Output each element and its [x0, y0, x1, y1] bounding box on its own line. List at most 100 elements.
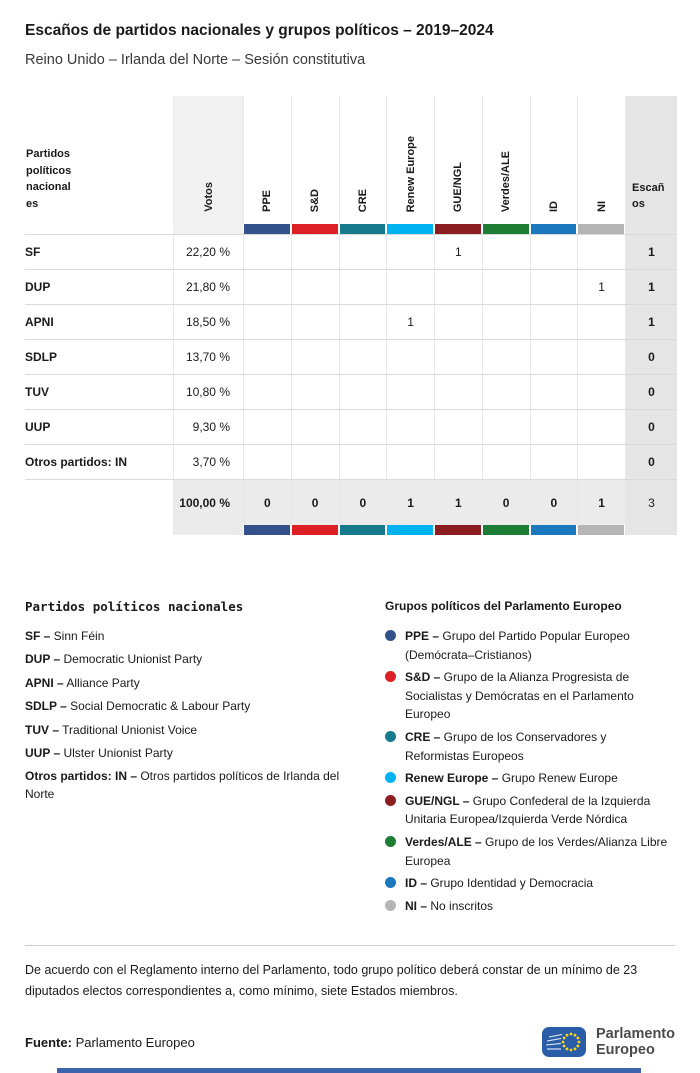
votes-column-header: Votos: [173, 96, 243, 224]
id-legend-dot: [385, 877, 396, 889]
ep-logo-icon: [542, 1027, 587, 1058]
group-legend-item: PPE – Grupo del Partido Popular Europeo …: [385, 627, 675, 664]
group-seat-cell-ppe: [243, 375, 291, 409]
cre-legend-dot: [385, 730, 396, 742]
group-legend-abbr: CRE –: [405, 729, 441, 744]
group-seat-cell-cre: [338, 375, 387, 409]
total-group-cell-sd: 0: [290, 480, 339, 525]
source-value: Parlamento Europeo: [75, 1034, 195, 1050]
group-seat-cell-ni: [577, 410, 625, 444]
seats-cell: 1: [625, 235, 677, 269]
party-legend-item: APNI – Alliance Party: [25, 675, 140, 690]
party-legend-item: Otros partidos: IN – Otros partidos polí…: [25, 769, 340, 801]
ep-logo: Parlamento Europeo: [542, 1026, 675, 1059]
group-seat-cell-cre: [338, 235, 387, 269]
group-column-header-cre: CRE: [338, 96, 387, 224]
group-header-label-ni: NI: [595, 201, 608, 212]
group-seat-cell-id: [529, 235, 578, 269]
group-column-header-verdesale: Verdes/ALE: [481, 96, 530, 224]
group-seat-cell-cre: [338, 305, 387, 339]
group-column-header-ni: NI: [577, 96, 625, 224]
votes-cell: 9,30 %: [173, 410, 243, 444]
bars-seats-spacer: [625, 224, 677, 234]
total-seats-cell: 3: [625, 480, 677, 525]
party-legend-abbr: TUV –: [25, 722, 60, 737]
table-row: SF 22,20 % 1 1: [25, 234, 677, 269]
group-legend-abbr: GUE/NGL –: [405, 793, 470, 808]
group-seat-cell-guengl: [434, 270, 482, 304]
table-row: DUP 21,80 % 1 1: [25, 269, 677, 304]
votes-cell: 18,50 %: [173, 305, 243, 339]
group-seat-cell-cre: [338, 340, 387, 374]
party-header-label: Partidos políticos nacionales: [26, 148, 72, 210]
group-seat-cell-ppe: [243, 270, 291, 304]
group-seat-cell-sd: [290, 305, 339, 339]
political-groups-legend: Grupos políticos del Parlamento Europeo …: [385, 599, 675, 919]
party-legend-item: DUP – Democratic Unionist Party: [25, 652, 203, 667]
group-seat-cell-guengl: [434, 305, 482, 339]
group-column-header-guengl: GUE/NGL: [434, 96, 482, 224]
group-seat-cell-ppe: [243, 235, 291, 269]
ep-logo-line1: Parlamento: [596, 1025, 675, 1042]
id-color-bar: [530, 525, 577, 535]
groups-legend-list: PPE – Grupo del Partido Popular Europeo …: [385, 627, 675, 915]
bars-cell-ni: [577, 224, 625, 234]
group-legend-text: S&D – Grupo de la Alianza Progresista de…: [405, 670, 634, 722]
source-label: Fuente:: [25, 1034, 72, 1050]
votes-cell: 10,80 %: [173, 375, 243, 409]
votes-cell: 13,70 %: [173, 340, 243, 374]
seats-cell: 1: [625, 305, 677, 339]
group-seat-cell-guengl: [434, 445, 482, 479]
group-header-label-sd: S&D: [309, 188, 322, 212]
group-seat-cell-sd: [290, 445, 339, 479]
bars-cell-verdesale: [482, 224, 530, 234]
group-seat-cell-verdesale: [481, 445, 530, 479]
group-seat-cell-renew: [386, 235, 434, 269]
group-seat-cell-ni: [577, 445, 625, 479]
source: Fuente: Parlamento Europeo: [25, 1035, 195, 1050]
bottom-accent-bar: [57, 1068, 641, 1073]
party-name-cell: DUP: [25, 280, 51, 294]
group-legend-abbr: ID –: [405, 876, 428, 891]
group-seat-cell-renew: [386, 410, 434, 444]
party-name-cell: SF: [25, 245, 41, 259]
page-title: Escaños de partidos nacionales y grupos …: [25, 22, 494, 39]
group-column-header-renew: Renew Europe: [386, 96, 434, 224]
verdesale-color-bar: [482, 525, 529, 535]
bars-cell-sd: [291, 525, 339, 535]
group-seat-cell-ni: [577, 235, 625, 269]
groups-legend-title: Grupos políticos del Parlamento Europeo: [385, 599, 622, 613]
votes-cell: 22,20 %: [173, 235, 243, 269]
group-seat-cell-id: [529, 445, 578, 479]
sd-legend-dot: [385, 671, 396, 683]
party-legend-abbr: SF –: [25, 629, 51, 643]
table-row: SDLP 13,70 % 0: [25, 339, 677, 374]
group-seat-cell-cre: [338, 270, 387, 304]
guengl-color-bar: [435, 525, 481, 535]
parties-legend-list: SF – Sinn Féin DUP – Democratic Unionist …: [25, 628, 385, 803]
group-seat-cell-sd: [290, 410, 339, 444]
party-legend-item: SDLP – Social Democratic & Labour Party: [25, 699, 251, 714]
group-seat-cell-guengl: [434, 375, 482, 409]
bars-cell-ppe: [243, 525, 291, 535]
group-legend-item: ID – Grupo Identidad y Democracia: [385, 874, 675, 893]
party-legend-abbr: Otros partidos: IN –: [25, 769, 138, 784]
bars-party-spacer: [25, 224, 173, 234]
seats-header-label: Escaños: [632, 182, 665, 210]
bars-votes-spacer: [173, 525, 243, 535]
party-legend-item: UUP – Ulster Unionist Party: [25, 745, 173, 760]
group-legend-abbr: S&D –: [405, 670, 441, 685]
group-seat-cell-id: [529, 375, 578, 409]
group-legend-abbr: Verdes/ALE –: [405, 834, 482, 849]
seats-cell: 0: [625, 445, 677, 479]
party-legend-abbr: SDLP –: [25, 699, 67, 714]
page-subtitle: Reino Unido – Irlanda del Norte – Sesión…: [25, 52, 366, 68]
group-column-header-ppe: PPE: [243, 96, 291, 224]
party-legend-abbr: DUP –: [25, 652, 61, 667]
party-name-cell: APNI: [25, 315, 54, 329]
party-legend-abbr: APNI –: [25, 675, 64, 690]
group-seat-cell-ppe: [243, 305, 291, 339]
group-seat-cell-ni: 1: [577, 270, 625, 304]
party-name-cell: SDLP: [25, 350, 58, 364]
group-seat-cell-sd: [290, 270, 339, 304]
